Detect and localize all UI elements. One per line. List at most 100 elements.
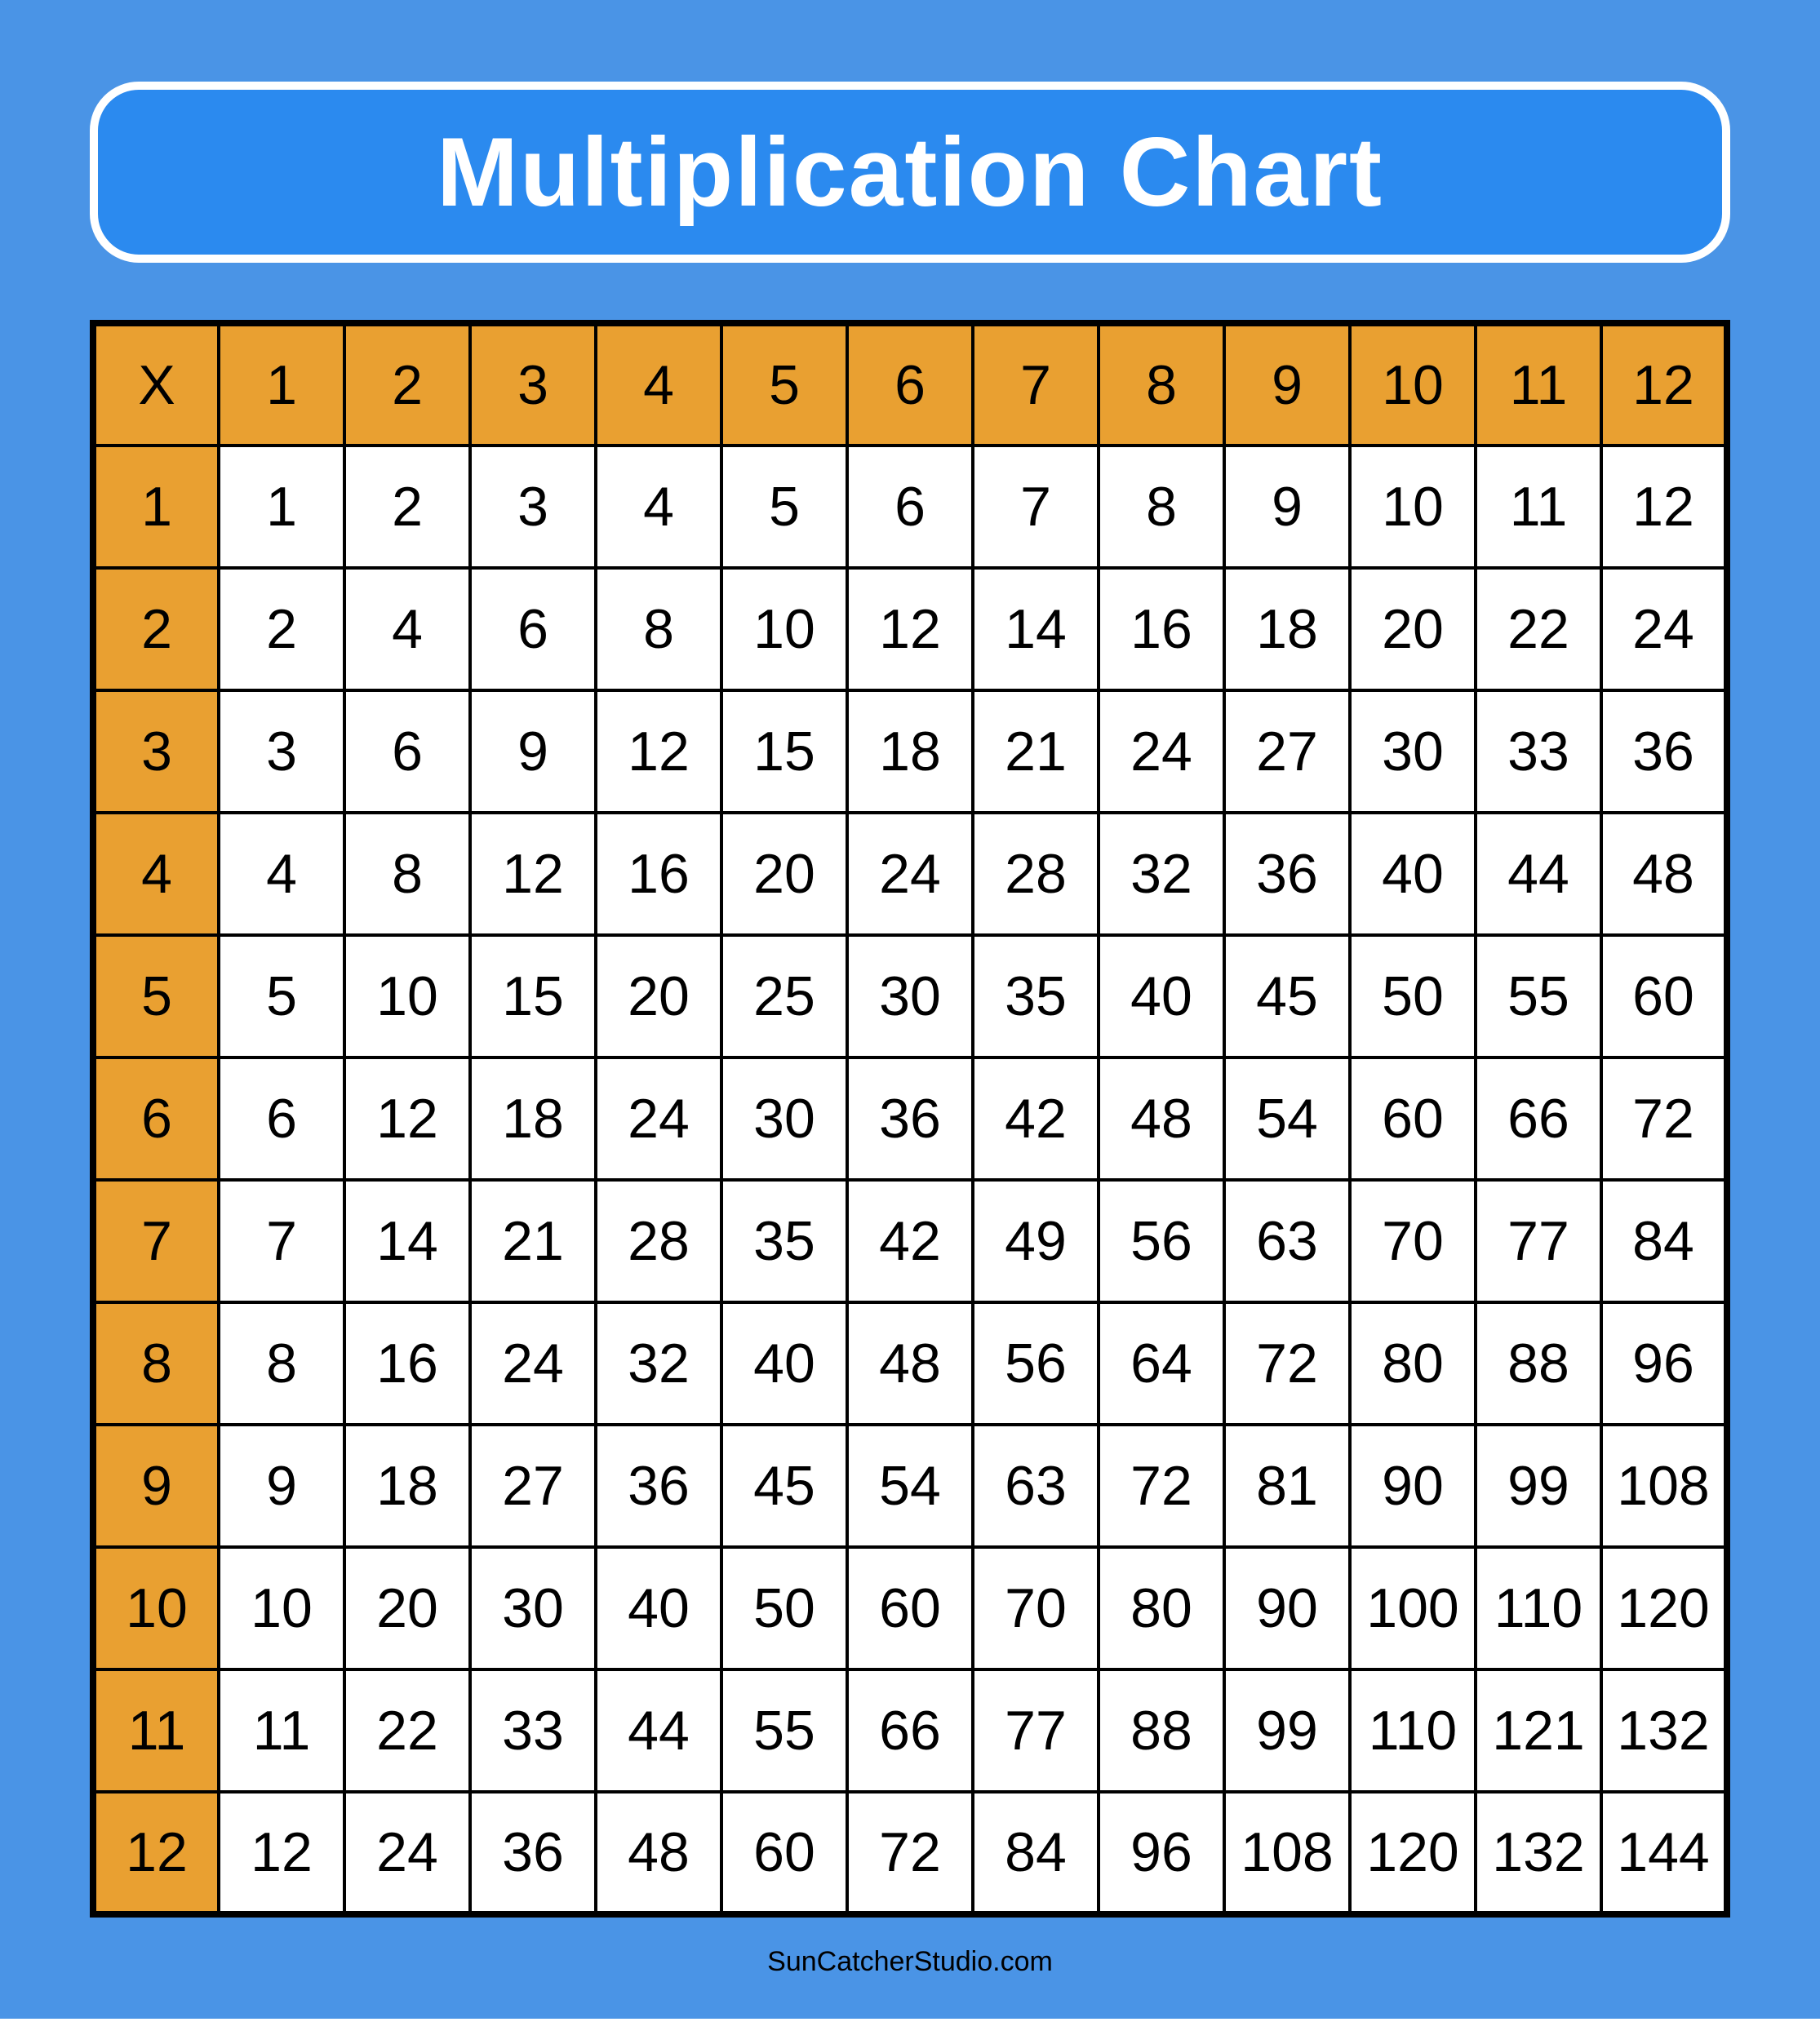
cell: 40 [596,1547,721,1669]
cell: 64 [1099,1302,1224,1425]
cell: 11 [219,1669,344,1792]
cell: 7 [973,446,1099,568]
cell: 40 [1099,935,1224,1057]
cell: 54 [1224,1057,1350,1180]
cell: 18 [344,1425,470,1547]
cell: 20 [721,813,847,935]
cell: 60 [1350,1057,1476,1180]
table-row: 881624324048566472808896 [93,1302,1727,1425]
cell: 44 [596,1669,721,1792]
cell: 77 [973,1669,1099,1792]
cell: 9 [219,1425,344,1547]
cell: 72 [847,1792,973,1914]
footer-credit: SunCatcherStudio.com [767,1946,1053,1978]
cell: 121 [1476,1669,1601,1792]
cell: 48 [596,1792,721,1914]
cell: 33 [470,1669,596,1792]
cell: 48 [1099,1057,1224,1180]
cell: 20 [344,1547,470,1669]
col-header: 9 [1224,323,1350,446]
cell: 36 [847,1057,973,1180]
cell: 80 [1099,1547,1224,1669]
cell: 90 [1350,1425,1476,1547]
col-header: 10 [1350,323,1476,446]
row-header: 9 [93,1425,219,1547]
cell: 3 [470,446,596,568]
cell: 8 [596,568,721,690]
cell: 56 [1099,1180,1224,1302]
cell: 70 [973,1547,1099,1669]
multiplication-table: X123456789101112112345678910111222468101… [90,320,1730,1918]
row-header: 10 [93,1547,219,1669]
cell: 4 [596,446,721,568]
cell: 16 [344,1302,470,1425]
cell: 5 [219,935,344,1057]
cell: 24 [1099,690,1224,813]
cell: 9 [1224,446,1350,568]
cell: 22 [1476,568,1601,690]
cell: 16 [1099,568,1224,690]
cell: 24 [596,1057,721,1180]
table-row: 3369121518212427303336 [93,690,1727,813]
table-row: 11112233445566778899110121132 [93,1669,1727,1792]
cell: 3 [219,690,344,813]
cell: 66 [847,1669,973,1792]
cell: 12 [847,568,973,690]
cell: 5 [721,446,847,568]
cell: 77 [1476,1180,1601,1302]
cell: 36 [470,1792,596,1914]
table-row: 224681012141618202224 [93,568,1727,690]
cell: 32 [596,1302,721,1425]
cell: 96 [1099,1792,1224,1914]
col-header: 1 [219,323,344,446]
cell: 24 [847,813,973,935]
cell: 30 [847,935,973,1057]
table-row: 10102030405060708090100110120 [93,1547,1727,1669]
row-header: 5 [93,935,219,1057]
cell: 42 [847,1180,973,1302]
cell: 30 [721,1057,847,1180]
cell: 32 [1099,813,1224,935]
table-row: 121224364860728496108120132144 [93,1792,1727,1914]
cell: 24 [1601,568,1727,690]
cell: 20 [1350,568,1476,690]
cell: 9 [470,690,596,813]
cell: 35 [721,1180,847,1302]
cell: 6 [219,1057,344,1180]
cell: 70 [1350,1180,1476,1302]
cell: 18 [470,1057,596,1180]
cell: 12 [1601,446,1727,568]
cell: 18 [847,690,973,813]
cell: 90 [1224,1547,1350,1669]
cell: 28 [973,813,1099,935]
cell: 55 [1476,935,1601,1057]
col-header: 4 [596,323,721,446]
cell: 45 [1224,935,1350,1057]
cell: 14 [344,1180,470,1302]
cell: 63 [973,1425,1099,1547]
row-header: 3 [93,690,219,813]
cell: 8 [1099,446,1224,568]
cell: 60 [847,1547,973,1669]
row-header: 6 [93,1057,219,1180]
table-row: 551015202530354045505560 [93,935,1727,1057]
cell: 48 [1601,813,1727,935]
cell: 12 [470,813,596,935]
cell: 33 [1476,690,1601,813]
cell: 50 [721,1547,847,1669]
col-header: 11 [1476,323,1601,446]
cell: 21 [470,1180,596,1302]
cell: 8 [344,813,470,935]
col-header: 8 [1099,323,1224,446]
cell: 28 [596,1180,721,1302]
cell: 132 [1476,1792,1601,1914]
cell: 45 [721,1425,847,1547]
cell: 7 [219,1180,344,1302]
table-row: 661218243036424854606672 [93,1057,1727,1180]
cell: 36 [1224,813,1350,935]
row-header: 7 [93,1180,219,1302]
cell: 72 [1099,1425,1224,1547]
cell: 4 [219,813,344,935]
cell: 2 [344,446,470,568]
col-header: 5 [721,323,847,446]
